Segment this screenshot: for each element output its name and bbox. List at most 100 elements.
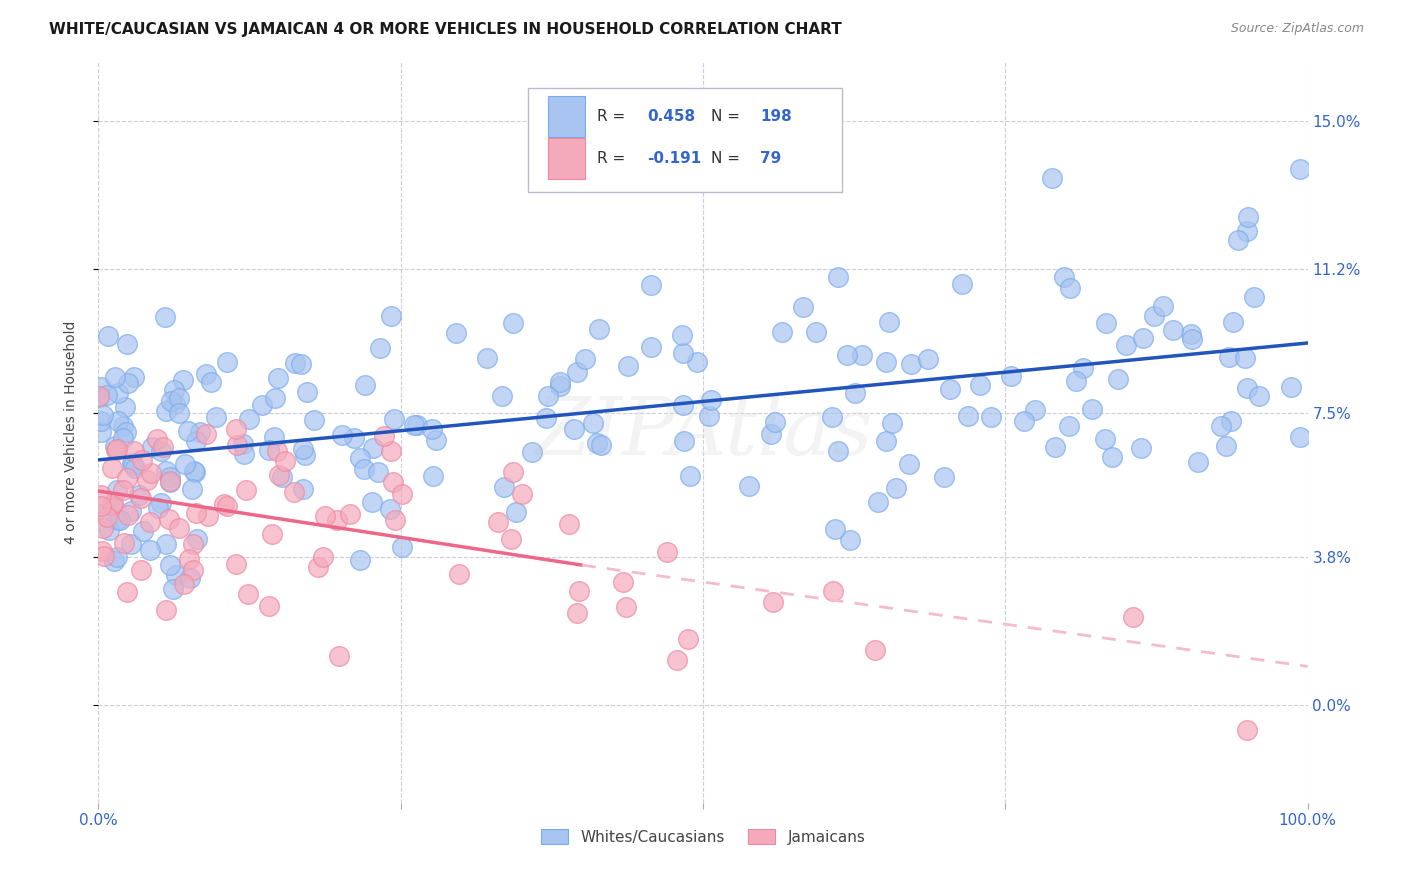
- Point: [699, 393, 721, 408]
- Point: [150, 496, 173, 510]
- Point: [159, 474, 181, 488]
- Point: [1043, 440, 1066, 454]
- Point: [302, 413, 325, 427]
- Point: [361, 495, 384, 509]
- Point: [380, 310, 402, 324]
- Point: [827, 444, 849, 458]
- Point: [1024, 403, 1046, 417]
- Point: [612, 575, 634, 590]
- Point: [155, 404, 177, 418]
- Point: [232, 437, 254, 451]
- Point: [353, 378, 375, 392]
- Point: [194, 367, 217, 381]
- Point: [671, 328, 693, 343]
- Point: [1243, 290, 1265, 304]
- Point: [290, 358, 312, 372]
- Point: [1222, 315, 1244, 329]
- Point: [499, 532, 522, 546]
- Point: [1101, 450, 1123, 465]
- Point: [186, 533, 208, 547]
- Point: [314, 508, 336, 523]
- Point: [167, 521, 190, 535]
- Point: [875, 434, 897, 448]
- Point: [129, 563, 152, 577]
- Point: [505, 505, 527, 519]
- Point: [111, 431, 134, 445]
- Point: [264, 391, 287, 405]
- Point: [273, 454, 295, 468]
- Point: [292, 482, 315, 496]
- Point: [188, 425, 211, 439]
- Point: [105, 442, 128, 456]
- Point: [1219, 414, 1241, 428]
- Bar: [548, 138, 585, 179]
- Point: [181, 482, 204, 496]
- Point: [956, 409, 979, 424]
- Point: [153, 310, 176, 324]
- Point: [297, 385, 319, 400]
- Point: [115, 336, 138, 351]
- Point: [770, 325, 793, 339]
- Point: [1094, 433, 1116, 447]
- Point: [863, 643, 886, 657]
- Point: [284, 356, 307, 370]
- Point: [90, 425, 112, 440]
- Point: [404, 418, 426, 433]
- Point: [640, 277, 662, 292]
- Point: [1236, 723, 1258, 737]
- Point: [139, 543, 162, 558]
- Point: [91, 521, 114, 535]
- Point: [90, 380, 112, 394]
- Point: [686, 355, 709, 369]
- Point: [159, 470, 181, 484]
- Point: [934, 470, 956, 484]
- Point: [534, 411, 557, 425]
- Point: [177, 552, 200, 566]
- Point: [1152, 299, 1174, 313]
- Point: [250, 398, 273, 412]
- Point: [105, 442, 128, 457]
- Point: [100, 498, 122, 512]
- Point: [406, 418, 429, 433]
- Point: [980, 409, 1002, 424]
- Point: [510, 487, 533, 501]
- Text: Source: ZipAtlas.com: Source: ZipAtlas.com: [1230, 22, 1364, 36]
- Point: [343, 432, 366, 446]
- Point: [117, 508, 139, 522]
- Point: [1215, 439, 1237, 453]
- Point: [107, 386, 129, 401]
- Point: [851, 348, 873, 362]
- Point: [844, 385, 866, 400]
- Point: [120, 503, 142, 517]
- Point: [115, 470, 138, 484]
- Point: [204, 410, 226, 425]
- Point: [91, 409, 114, 423]
- Point: [1132, 330, 1154, 344]
- Point: [108, 513, 131, 527]
- Point: [105, 550, 128, 565]
- Point: [97, 328, 120, 343]
- Point: [283, 484, 305, 499]
- Point: [838, 533, 860, 547]
- Legend: Whites/Caucasians, Jamaicans: Whites/Caucasians, Jamaicans: [534, 822, 872, 851]
- Point: [215, 355, 238, 369]
- Point: [939, 382, 962, 396]
- Point: [267, 467, 290, 482]
- Point: [349, 553, 371, 567]
- Point: [420, 421, 443, 435]
- Point: [141, 440, 163, 454]
- Point: [665, 653, 688, 667]
- Point: [121, 456, 143, 470]
- Point: [117, 585, 139, 599]
- Point: [614, 599, 637, 614]
- Point: [1115, 338, 1137, 352]
- Point: [90, 499, 112, 513]
- Point: [155, 537, 177, 551]
- Text: R =: R =: [596, 151, 630, 166]
- Point: [697, 409, 720, 423]
- Point: [179, 571, 201, 585]
- Point: [373, 429, 395, 443]
- Point: [266, 444, 288, 458]
- Point: [155, 602, 177, 616]
- Point: [159, 475, 181, 490]
